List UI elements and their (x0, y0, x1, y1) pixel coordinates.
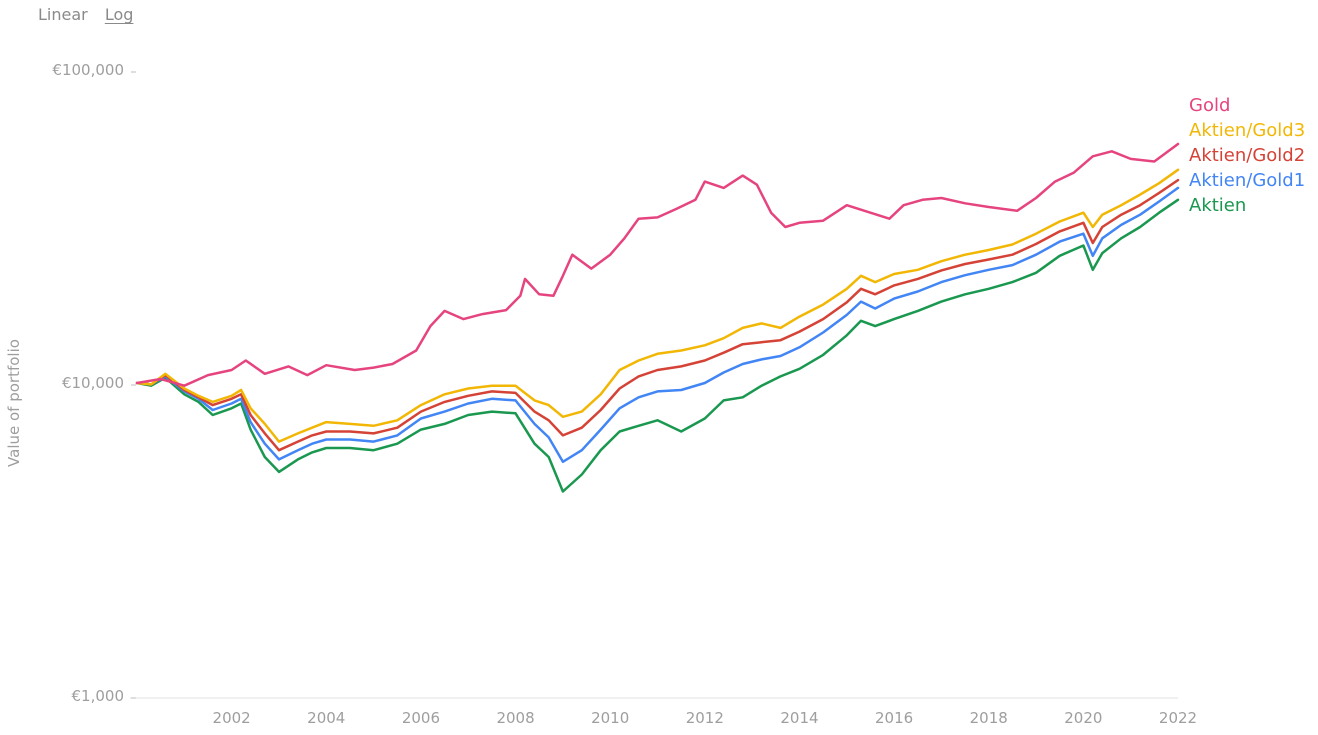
series-lines (135, 142, 1180, 493)
x-tick-label: 2016 (875, 709, 913, 727)
x-tick-label: 2020 (1064, 709, 1102, 727)
y-tick-label: €100,000 (52, 61, 124, 79)
legend-label-gold: Gold (1189, 95, 1230, 116)
scale-toggle: Linear Log (38, 5, 145, 24)
log-scale-button[interactable]: Log (104, 5, 134, 24)
x-tick-label: 2010 (591, 709, 629, 727)
x-tick-label: 2004 (307, 709, 345, 727)
x-tick-label: 2012 (686, 709, 724, 727)
legend-label-aktien-gold3: Aktien/Gold3 (1189, 120, 1305, 141)
legend-label-aktien-gold2: Aktien/Gold2 (1189, 145, 1305, 166)
x-tick-label: 2022 (1159, 709, 1197, 727)
linear-scale-button[interactable]: Linear (38, 5, 88, 24)
y-tick-label: €10,000 (62, 374, 124, 392)
series-line-aktien-gold2 (135, 178, 1180, 452)
x-tick-label: 2018 (970, 709, 1008, 727)
legend-label-aktien-gold1: Aktien/Gold1 (1189, 170, 1305, 191)
x-tick-label: 2006 (402, 709, 440, 727)
x-tick-label: 2002 (213, 709, 251, 727)
y-tick-label: €1,000 (72, 687, 125, 705)
series-line-aktien (135, 198, 1180, 493)
x-tick-label: 2008 (496, 709, 534, 727)
series-line-aktien-gold1 (135, 186, 1180, 464)
series-line-aktien-gold3 (135, 168, 1180, 443)
legend: Gold Aktien/Gold3 Aktien/Gold2 Aktien/Gold1… (1189, 95, 1305, 216)
y-axis-title: Value of portfolio (5, 339, 23, 467)
x-tick-label: 2014 (780, 709, 818, 727)
axes: €1,000 €10,000 €100,000 2002 2004 2006 2008 201… (5, 61, 1197, 727)
series-line-gold (135, 142, 1180, 387)
legend-label-aktien: Aktien (1189, 195, 1246, 216)
